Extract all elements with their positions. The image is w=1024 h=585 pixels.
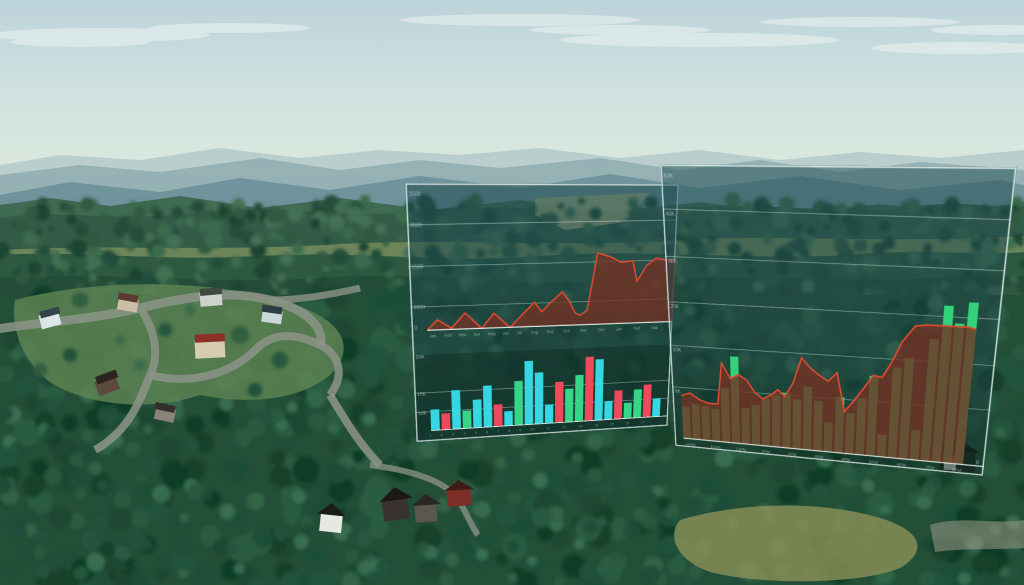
svg-text:10AM: 10AM bbox=[685, 442, 695, 448]
svg-text:Mar: Mar bbox=[651, 326, 658, 331]
svg-text:15: 15 bbox=[610, 422, 614, 426]
svg-text:2500: 2500 bbox=[409, 192, 422, 197]
svg-text:Apr: Apr bbox=[474, 332, 481, 337]
svg-text:17: 17 bbox=[641, 420, 645, 424]
svg-text:7PM: 7PM bbox=[925, 465, 935, 471]
svg-text:50K: 50K bbox=[664, 174, 674, 180]
svg-text:20K: 20K bbox=[415, 355, 424, 360]
svg-text:15K: 15K bbox=[417, 392, 426, 397]
svg-text:Nov: Nov bbox=[580, 328, 587, 333]
svg-text:13: 13 bbox=[578, 424, 582, 428]
svg-text:11AM: 11AM bbox=[710, 444, 720, 450]
svg-text:12PM: 12PM bbox=[736, 447, 747, 453]
svg-text:Jan: Jan bbox=[430, 334, 437, 339]
svg-text:Dec: Dec bbox=[598, 328, 605, 333]
svg-text:14: 14 bbox=[594, 423, 598, 427]
svg-text:6PM: 6PM bbox=[897, 462, 906, 468]
svg-text:Feb: Feb bbox=[634, 326, 641, 331]
svg-text:5: 5 bbox=[475, 431, 478, 435]
svg-text:Sep: Sep bbox=[547, 330, 554, 335]
svg-text:Mar: Mar bbox=[459, 333, 467, 338]
svg-text:1PM: 1PM bbox=[762, 449, 770, 455]
svg-text:12: 12 bbox=[562, 425, 566, 429]
svg-text:16: 16 bbox=[625, 421, 629, 425]
svg-text:10: 10 bbox=[530, 427, 534, 431]
svg-text:Jul: Jul bbox=[517, 331, 522, 336]
svg-text:1000: 1000 bbox=[413, 305, 425, 310]
svg-text:5K: 5K bbox=[675, 389, 681, 395]
svg-text:40K: 40K bbox=[665, 212, 675, 218]
svg-text:20K: 20K bbox=[670, 304, 679, 310]
svg-text:May: May bbox=[488, 332, 496, 337]
svg-text:8: 8 bbox=[508, 429, 510, 433]
svg-text:0: 0 bbox=[976, 460, 980, 466]
svg-text:Feb: Feb bbox=[444, 333, 452, 338]
svg-text:Jan: Jan bbox=[616, 327, 622, 332]
svg-text:Oct: Oct bbox=[563, 329, 570, 334]
svg-text:5PM: 5PM bbox=[869, 460, 878, 466]
svg-text:2PM: 2PM bbox=[788, 452, 797, 458]
svg-text:11: 11 bbox=[546, 426, 550, 430]
svg-text:30K: 30K bbox=[668, 259, 677, 265]
svg-text:8PM: 8PM bbox=[952, 468, 962, 474]
svg-text:Jun: Jun bbox=[502, 331, 509, 336]
svg-text:4PM: 4PM bbox=[841, 457, 850, 463]
svg-text:3PM: 3PM bbox=[814, 454, 823, 460]
svg-text:7: 7 bbox=[497, 429, 499, 433]
svg-text:10K: 10K bbox=[673, 348, 682, 354]
svg-text:10K: 10K bbox=[418, 412, 427, 417]
svg-text:9: 9 bbox=[519, 428, 521, 432]
svg-text:Aug: Aug bbox=[531, 330, 538, 335]
svg-text:1500: 1500 bbox=[412, 265, 425, 270]
svg-text:2000: 2000 bbox=[410, 223, 423, 228]
